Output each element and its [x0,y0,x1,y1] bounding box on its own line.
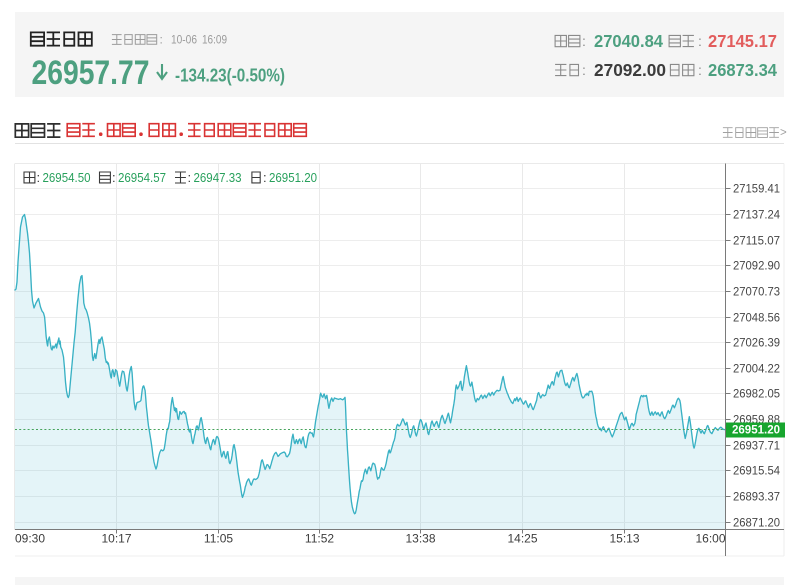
svg-text:27026.39: 27026.39 [733,338,780,350]
svg-text:26947.33: 26947.33 [194,170,242,185]
svg-text:26951.20: 26951.20 [732,425,780,437]
svg-text:26982.05: 26982.05 [733,389,780,401]
svg-text:10-06: 10-06 [171,33,197,47]
svg-text:27092.00: 27092.00 [594,60,666,80]
svg-text::: : [263,170,267,185]
svg-text:26937.71: 26937.71 [733,441,780,453]
svg-text:14:25: 14:25 [507,532,537,546]
svg-text:27115.07: 27115.07 [733,236,780,248]
svg-text:27004.22: 27004.22 [733,364,780,376]
svg-text:11:52: 11:52 [305,532,334,546]
svg-text:09:30: 09:30 [15,532,45,546]
svg-text::: : [698,62,702,78]
svg-text:27070.73: 27070.73 [733,287,780,299]
svg-text:27145.17: 27145.17 [708,31,777,51]
svg-text::: : [160,33,163,47]
svg-text:27048.56: 27048.56 [733,313,780,325]
svg-text:26893.37: 26893.37 [733,492,780,504]
svg-text::: : [698,33,702,49]
svg-text:10:17: 10:17 [101,532,131,546]
svg-text:26957.77: 26957.77 [32,54,150,92]
svg-text:16:09: 16:09 [202,33,227,47]
svg-text::: : [188,170,192,185]
svg-text::: : [582,33,586,49]
svg-text:27159.41: 27159.41 [733,184,780,196]
svg-text:27092.90: 27092.90 [733,261,780,273]
svg-text:26873.34: 26873.34 [708,60,777,80]
svg-text:13:38: 13:38 [405,532,435,546]
svg-text::: : [582,62,586,78]
svg-text:-134.23(-0.50%): -134.23(-0.50%) [175,66,285,86]
svg-text:26951.20: 26951.20 [269,170,317,185]
svg-text:16:00: 16:00 [695,532,725,546]
svg-text:26954.50: 26954.50 [43,170,91,185]
svg-text::: : [37,170,41,185]
svg-text::: : [112,170,116,185]
svg-text:26915.54: 26915.54 [733,466,781,478]
svg-text:26871.20: 26871.20 [733,518,780,530]
svg-text:27040.84: 27040.84 [594,31,663,51]
svg-text:27137.24: 27137.24 [733,210,781,222]
svg-text:15:13: 15:13 [609,532,639,546]
svg-text:26954.57: 26954.57 [118,170,166,185]
svg-text:11:05: 11:05 [204,532,233,546]
svg-text:>: > [780,127,787,139]
